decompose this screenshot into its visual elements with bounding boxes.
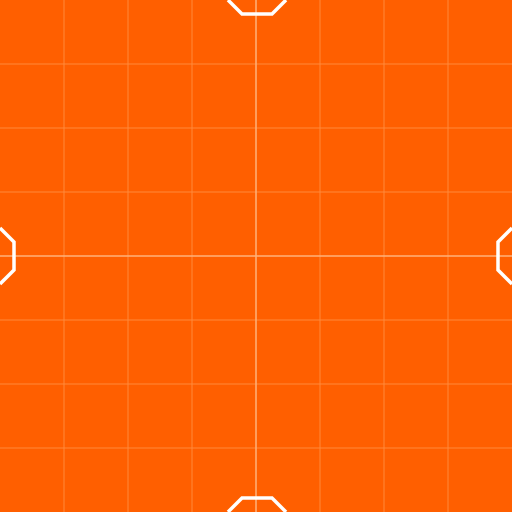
edge-marker-right-icon <box>496 226 512 286</box>
edge-marker-bottom-icon <box>226 496 288 512</box>
edge-marker-top-icon <box>226 0 288 16</box>
edge-marker-left-icon <box>0 226 16 286</box>
